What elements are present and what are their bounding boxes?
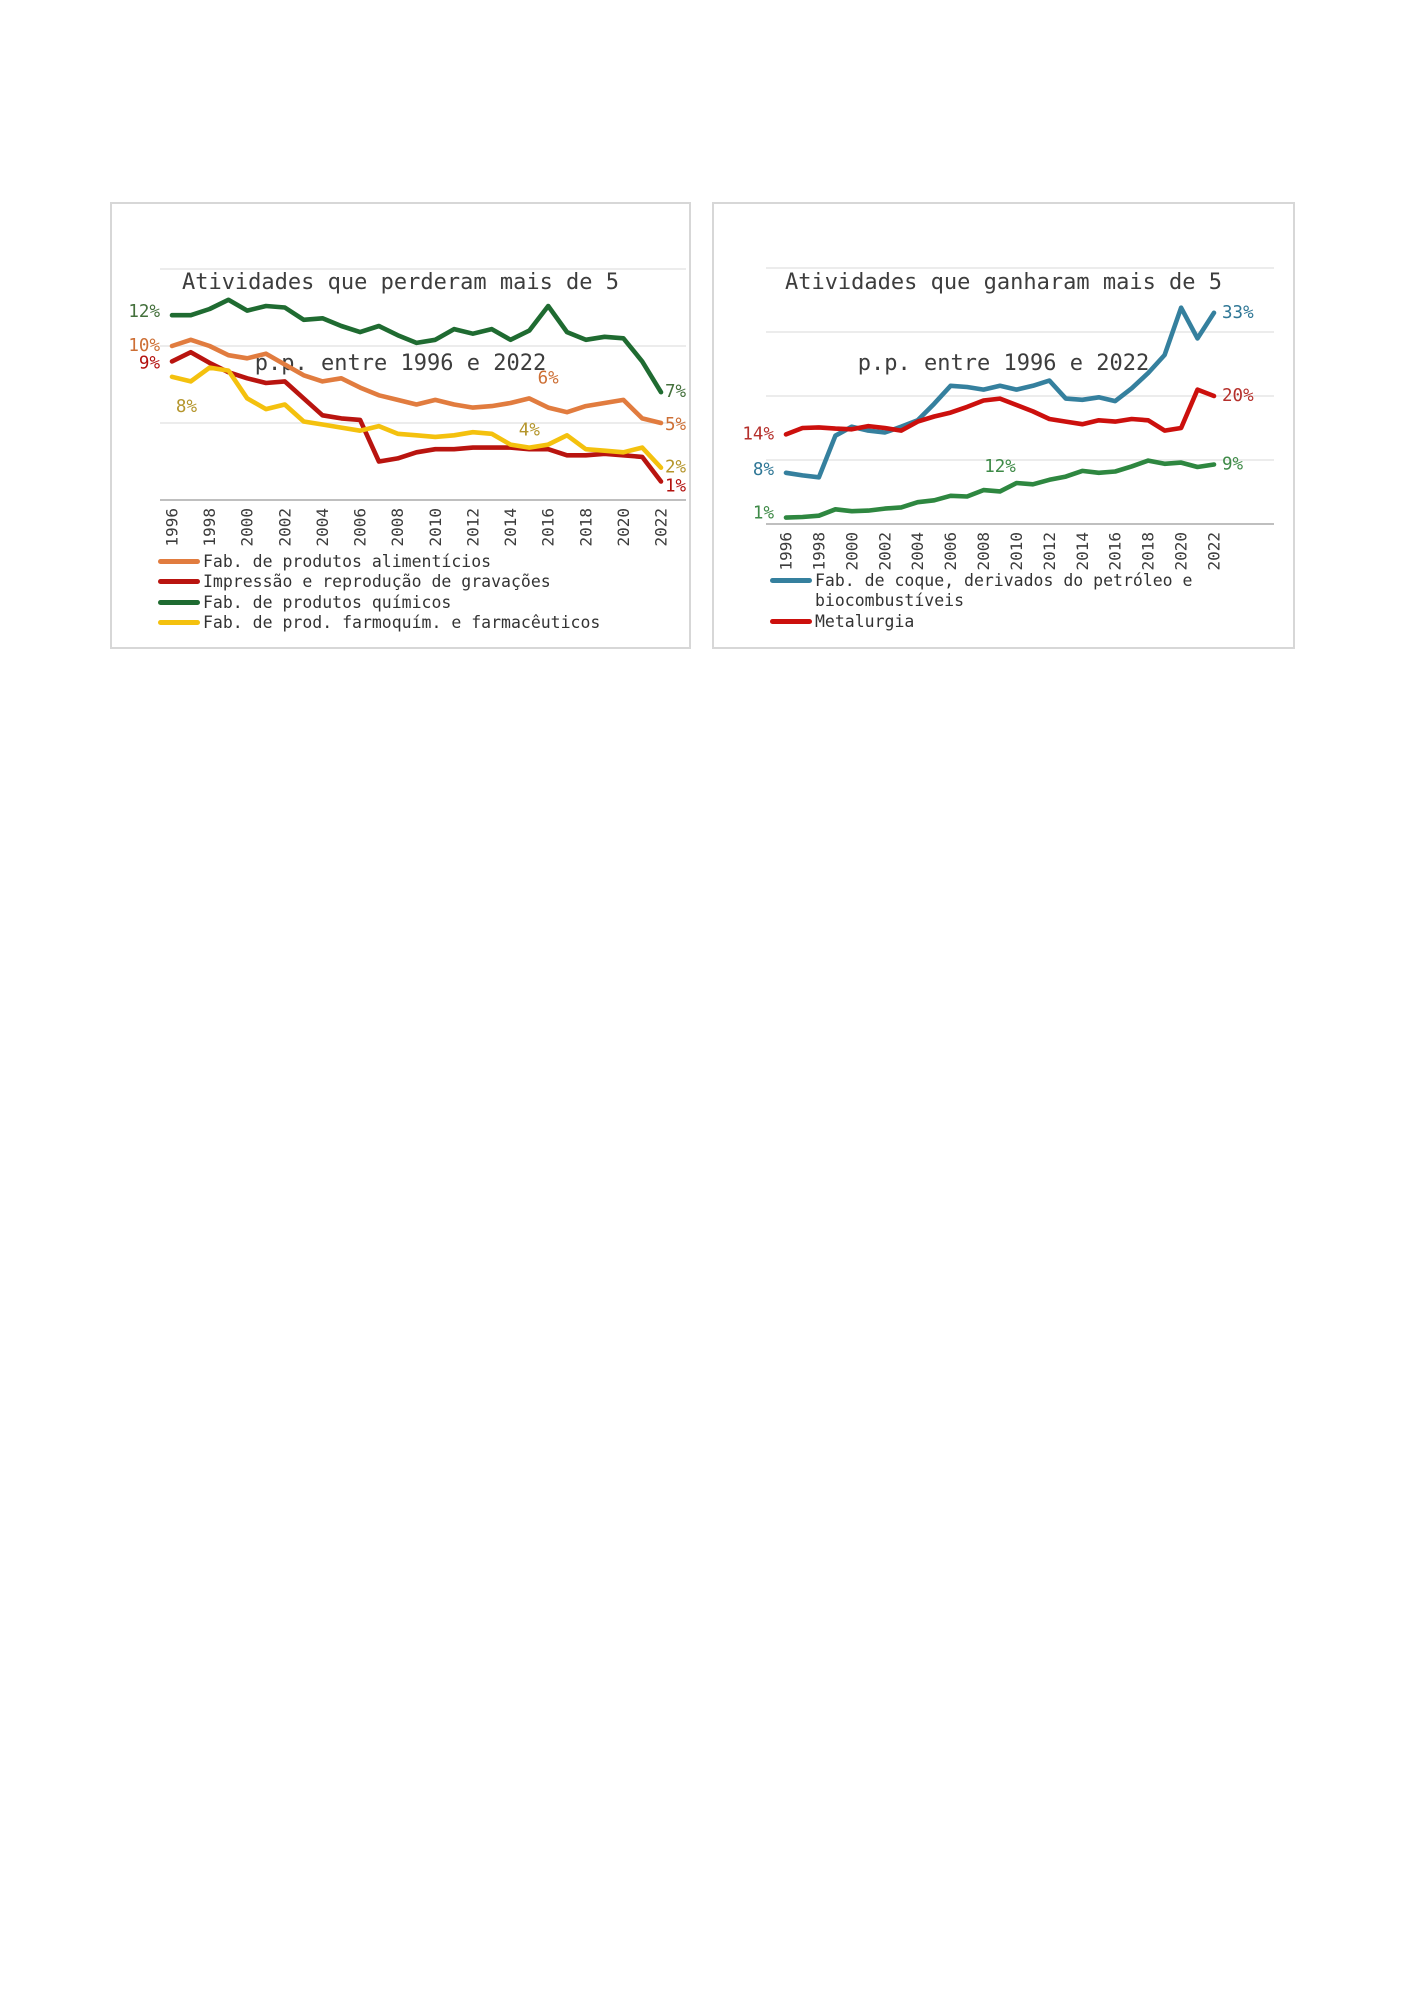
chart-card-ganharam: Atividades que ganharam mais de 5 p.p. e… (712, 202, 1295, 649)
legend-label: Impressão e reprodução de gravações (203, 572, 551, 592)
annotation-label: 4% (519, 421, 541, 441)
end-value-label-serie-verde: 9% (1222, 454, 1244, 474)
legend-item: Metalurgia (770, 611, 1193, 632)
chart-card-perderam: Atividades que perderam mais de 5 p.p. e… (110, 202, 691, 649)
legend-swatch (158, 620, 200, 626)
legend-label: Fab. de produtos alimentícios (203, 551, 492, 571)
x-tick-label: 2016 (539, 508, 558, 547)
start-value-label-quimicos: 12% (128, 302, 160, 322)
legend-ganharam: Fab. de coque, derivados do petróleo e bi… (770, 570, 1193, 632)
legend-label: Fab. de coque, derivados do petróleo e (815, 570, 1193, 590)
x-tick-label: 2016 (1106, 532, 1125, 571)
x-tick-label: 2012 (463, 508, 482, 547)
x-tick-label: 2000 (238, 508, 257, 547)
x-tick-label: 2008 (388, 508, 407, 547)
legend-label: Fab. de produtos químicos (203, 592, 452, 612)
x-tick-label: 2008 (974, 532, 993, 571)
x-tick-label: 2022 (1205, 532, 1224, 571)
legend-item: Fab. de produtos químicos (158, 592, 600, 613)
series-line-alimenticios (169, 337, 664, 426)
chart-title-perderam: Atividades que perderam mais de 5 p.p. e… (112, 215, 689, 431)
x-tick-label: 1996 (163, 508, 182, 547)
chart-title-line2: p.p. entre 1996 e 2022 (857, 351, 1150, 376)
start-value-label-coque: 8% (753, 460, 775, 480)
x-tick-label: 2020 (614, 508, 633, 547)
line-chart-perderam: 1996 1998 2000 2002 2004 2006 2008 2010 2012 2014… (128, 268, 687, 547)
end-value-label-metalurgia: 20% (1222, 386, 1254, 406)
x-tick-label: 2004 (313, 508, 332, 547)
end-value-label-quimicos: 7% (665, 382, 687, 402)
legend-perderam: Fab. de produtos alimentícios Impressão e… (158, 551, 600, 633)
legend-label: Fab. de prod. farmoquím. e farmacêuticos (203, 613, 601, 633)
end-value-label-impressao: 1% (665, 477, 687, 497)
x-tick-label: 2010 (1007, 532, 1026, 571)
start-value-label-impressao: 9% (139, 353, 161, 373)
x-tick-label: 2002 (275, 508, 294, 547)
x-tick-label: 2006 (351, 508, 370, 547)
legend-item: Fab. de coque, derivados do petróleo e (770, 570, 1193, 591)
x-tick-label: 2014 (501, 508, 520, 547)
legend-label: Metalurgia (815, 611, 915, 631)
x-tick-label: 2000 (842, 532, 861, 571)
line-chart-ganharam: 1996 1998 2000 2002 2004 2006 2008 2010 2012 2014… (742, 267, 1274, 571)
start-value-label-serie-verde: 1% (753, 504, 775, 524)
x-tick-label: 2022 (652, 508, 671, 547)
annotation-label: 6% (538, 368, 560, 388)
x-tick-label: 2004 (908, 532, 927, 571)
series-line-quimicos (169, 297, 664, 395)
legend-item: Impressão e reprodução de gravações (158, 572, 600, 593)
chart-title-ganharam: Atividades que ganharam mais de 5 p.p. e… (714, 215, 1293, 431)
x-tick-label: 2014 (1073, 532, 1092, 571)
end-value-label-alimenticios: 5% (665, 415, 687, 435)
series-line-coque (783, 305, 1217, 480)
start-value-label-alimenticios: 10% (128, 336, 160, 356)
end-value-label-coque: 33% (1222, 303, 1254, 323)
series-line-impressao (169, 349, 664, 484)
x-tick-label: 2010 (426, 508, 445, 547)
legend-swatch (770, 618, 812, 624)
series-line-serie-verde (783, 458, 1217, 520)
x-tick-label: 2012 (1040, 532, 1059, 571)
x-tick-label: 2006 (941, 532, 960, 571)
annotation-label: 12% (984, 457, 1016, 477)
end-value-label-farmoquim: 2% (665, 458, 687, 478)
legend-label: biocombustíveis (815, 591, 965, 611)
series-line-farmoquim (169, 365, 664, 471)
legend-swatch (158, 558, 200, 564)
legend-swatch (770, 577, 812, 583)
legend-swatch (158, 599, 200, 605)
x-tick-label: 2002 (875, 532, 894, 571)
x-tick-label: 1998 (809, 532, 828, 571)
legend-swatch (158, 579, 200, 585)
x-tick-label: 1996 (777, 532, 796, 571)
series-line-metalurgia (783, 387, 1217, 437)
start-value-label-farmoquim: 8% (176, 397, 198, 417)
x-tick-label: 2020 (1172, 532, 1191, 571)
start-value-label-metalurgia: 14% (742, 424, 774, 444)
chart-title-line1: Atividades que perderam mais de 5 (181, 270, 620, 295)
x-tick-label: 2018 (1139, 532, 1158, 571)
legend-item: Fab. de produtos alimentícios (158, 551, 600, 572)
legend-item: Fab. de prod. farmoquím. e farmacêuticos (158, 613, 600, 634)
x-tick-label: 1998 (200, 508, 219, 547)
legend-item: biocombustíveis (770, 591, 1193, 612)
x-tick-label: 2018 (576, 508, 595, 547)
chart-title-line1: Atividades que ganharam mais de 5 (784, 270, 1223, 295)
